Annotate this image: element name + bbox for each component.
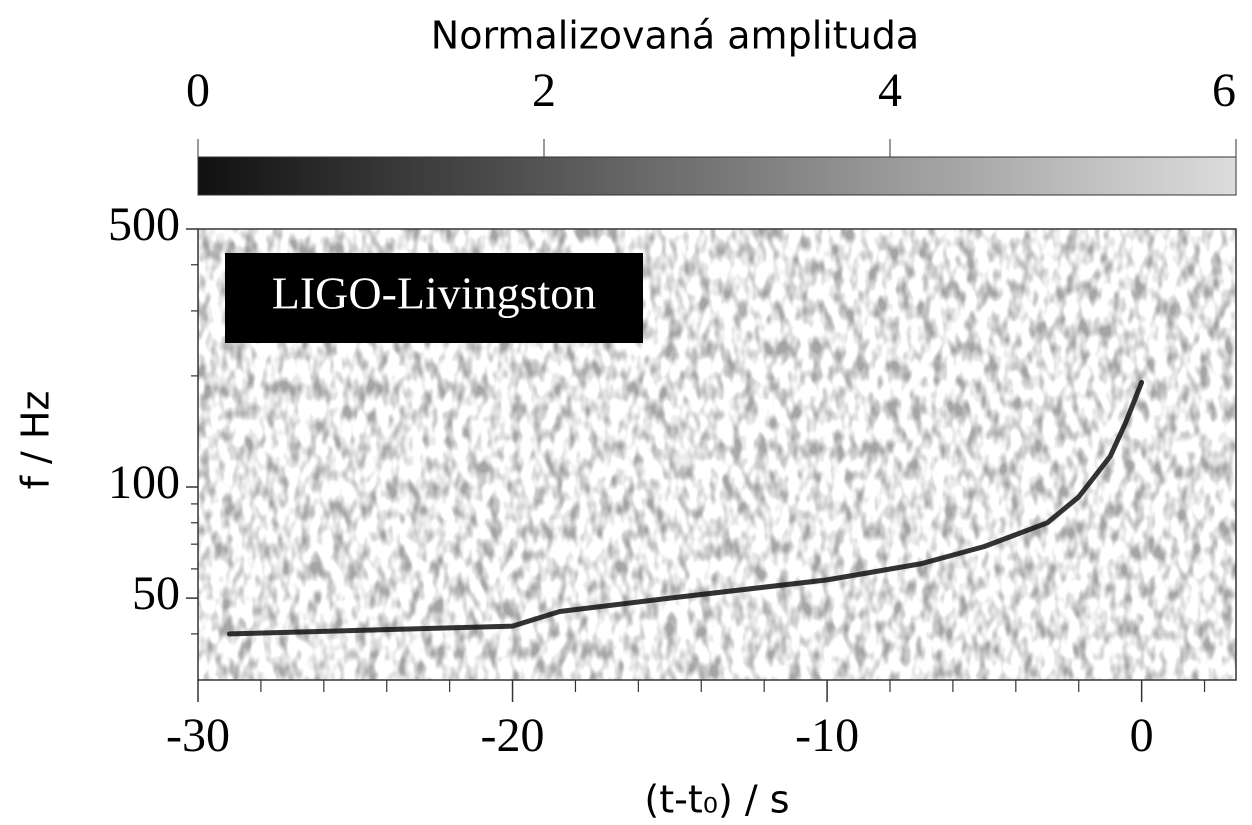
annotation: LIGO-Livingston <box>272 268 597 319</box>
y-tick-label: 50 <box>132 567 180 620</box>
x-tick-label: -20 <box>481 709 545 762</box>
colorbar-label: Normalizovaná amplituda <box>431 14 919 58</box>
colorbar-tick-label: 2 <box>532 64 556 117</box>
colorbar <box>197 156 1237 196</box>
colorbar-tick-label: 4 <box>878 64 902 117</box>
colorbar-tick-label: 6 <box>1212 64 1236 117</box>
chirp-track <box>227 379 1145 637</box>
colorbar-tick-label: 0 <box>186 64 210 117</box>
plot-frame <box>197 228 1237 681</box>
x-tick-label: 0 <box>1130 709 1154 762</box>
x-tick-label: -10 <box>795 709 859 762</box>
x-tick-label: -30 <box>166 709 230 762</box>
annotation-box <box>225 253 643 343</box>
y-tick-label: 100 <box>108 456 180 509</box>
x-axis-label: (t-t₀) / s <box>644 778 789 822</box>
plot-content <box>227 379 1145 637</box>
y-tick-label: 500 <box>108 198 180 251</box>
y-axis-label: f / Hz <box>14 391 58 490</box>
